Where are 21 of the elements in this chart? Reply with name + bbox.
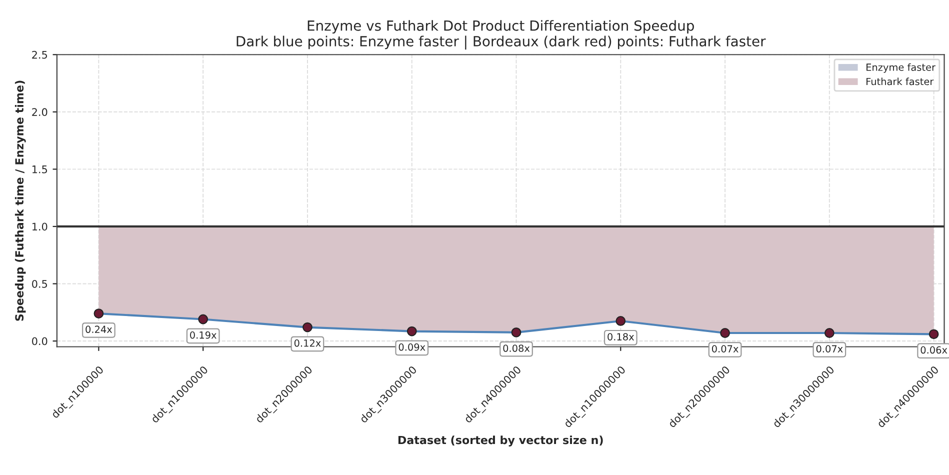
y-tick-label: 0.5 — [32, 280, 48, 288]
chart-subtitle: Dark blue points: Enzyme faster | Bordeaux (dark red) points: Futhark faster — [236, 36, 766, 50]
data-label: 0.19x — [190, 331, 216, 339]
chart-title: Enzyme vs Futhark Dot Product Differentiation Speedup — [308, 20, 694, 34]
y-tick-label: 2.0 — [32, 108, 48, 116]
data-label: 0.07x — [712, 345, 738, 352]
data-label: 0.07x — [816, 345, 843, 352]
data-label: 0.08x — [503, 344, 530, 352]
data-label: 0.06x — [920, 346, 948, 354]
y-tick-label: 0.0 — [32, 337, 48, 346]
y-tick-label: 1.5 — [32, 166, 48, 174]
data-label: 0.12x — [294, 339, 321, 347]
y-tick-label: 1.0 — [32, 222, 48, 231]
x-axis-title: Dataset (sorted by vector size n) — [398, 436, 603, 446]
data-label: 0.18x — [608, 333, 634, 340]
legend-label: Enzyme faster — [866, 63, 936, 73]
legend-label: Futhark faster — [866, 78, 934, 86]
data-label: 0.24x — [86, 326, 112, 334]
y-axis-title: Speedup (Futhark time / Enzyme time) — [14, 80, 26, 321]
y-tick-label: 2.5 — [32, 50, 48, 59]
data-label: 0.09x — [398, 343, 426, 351]
